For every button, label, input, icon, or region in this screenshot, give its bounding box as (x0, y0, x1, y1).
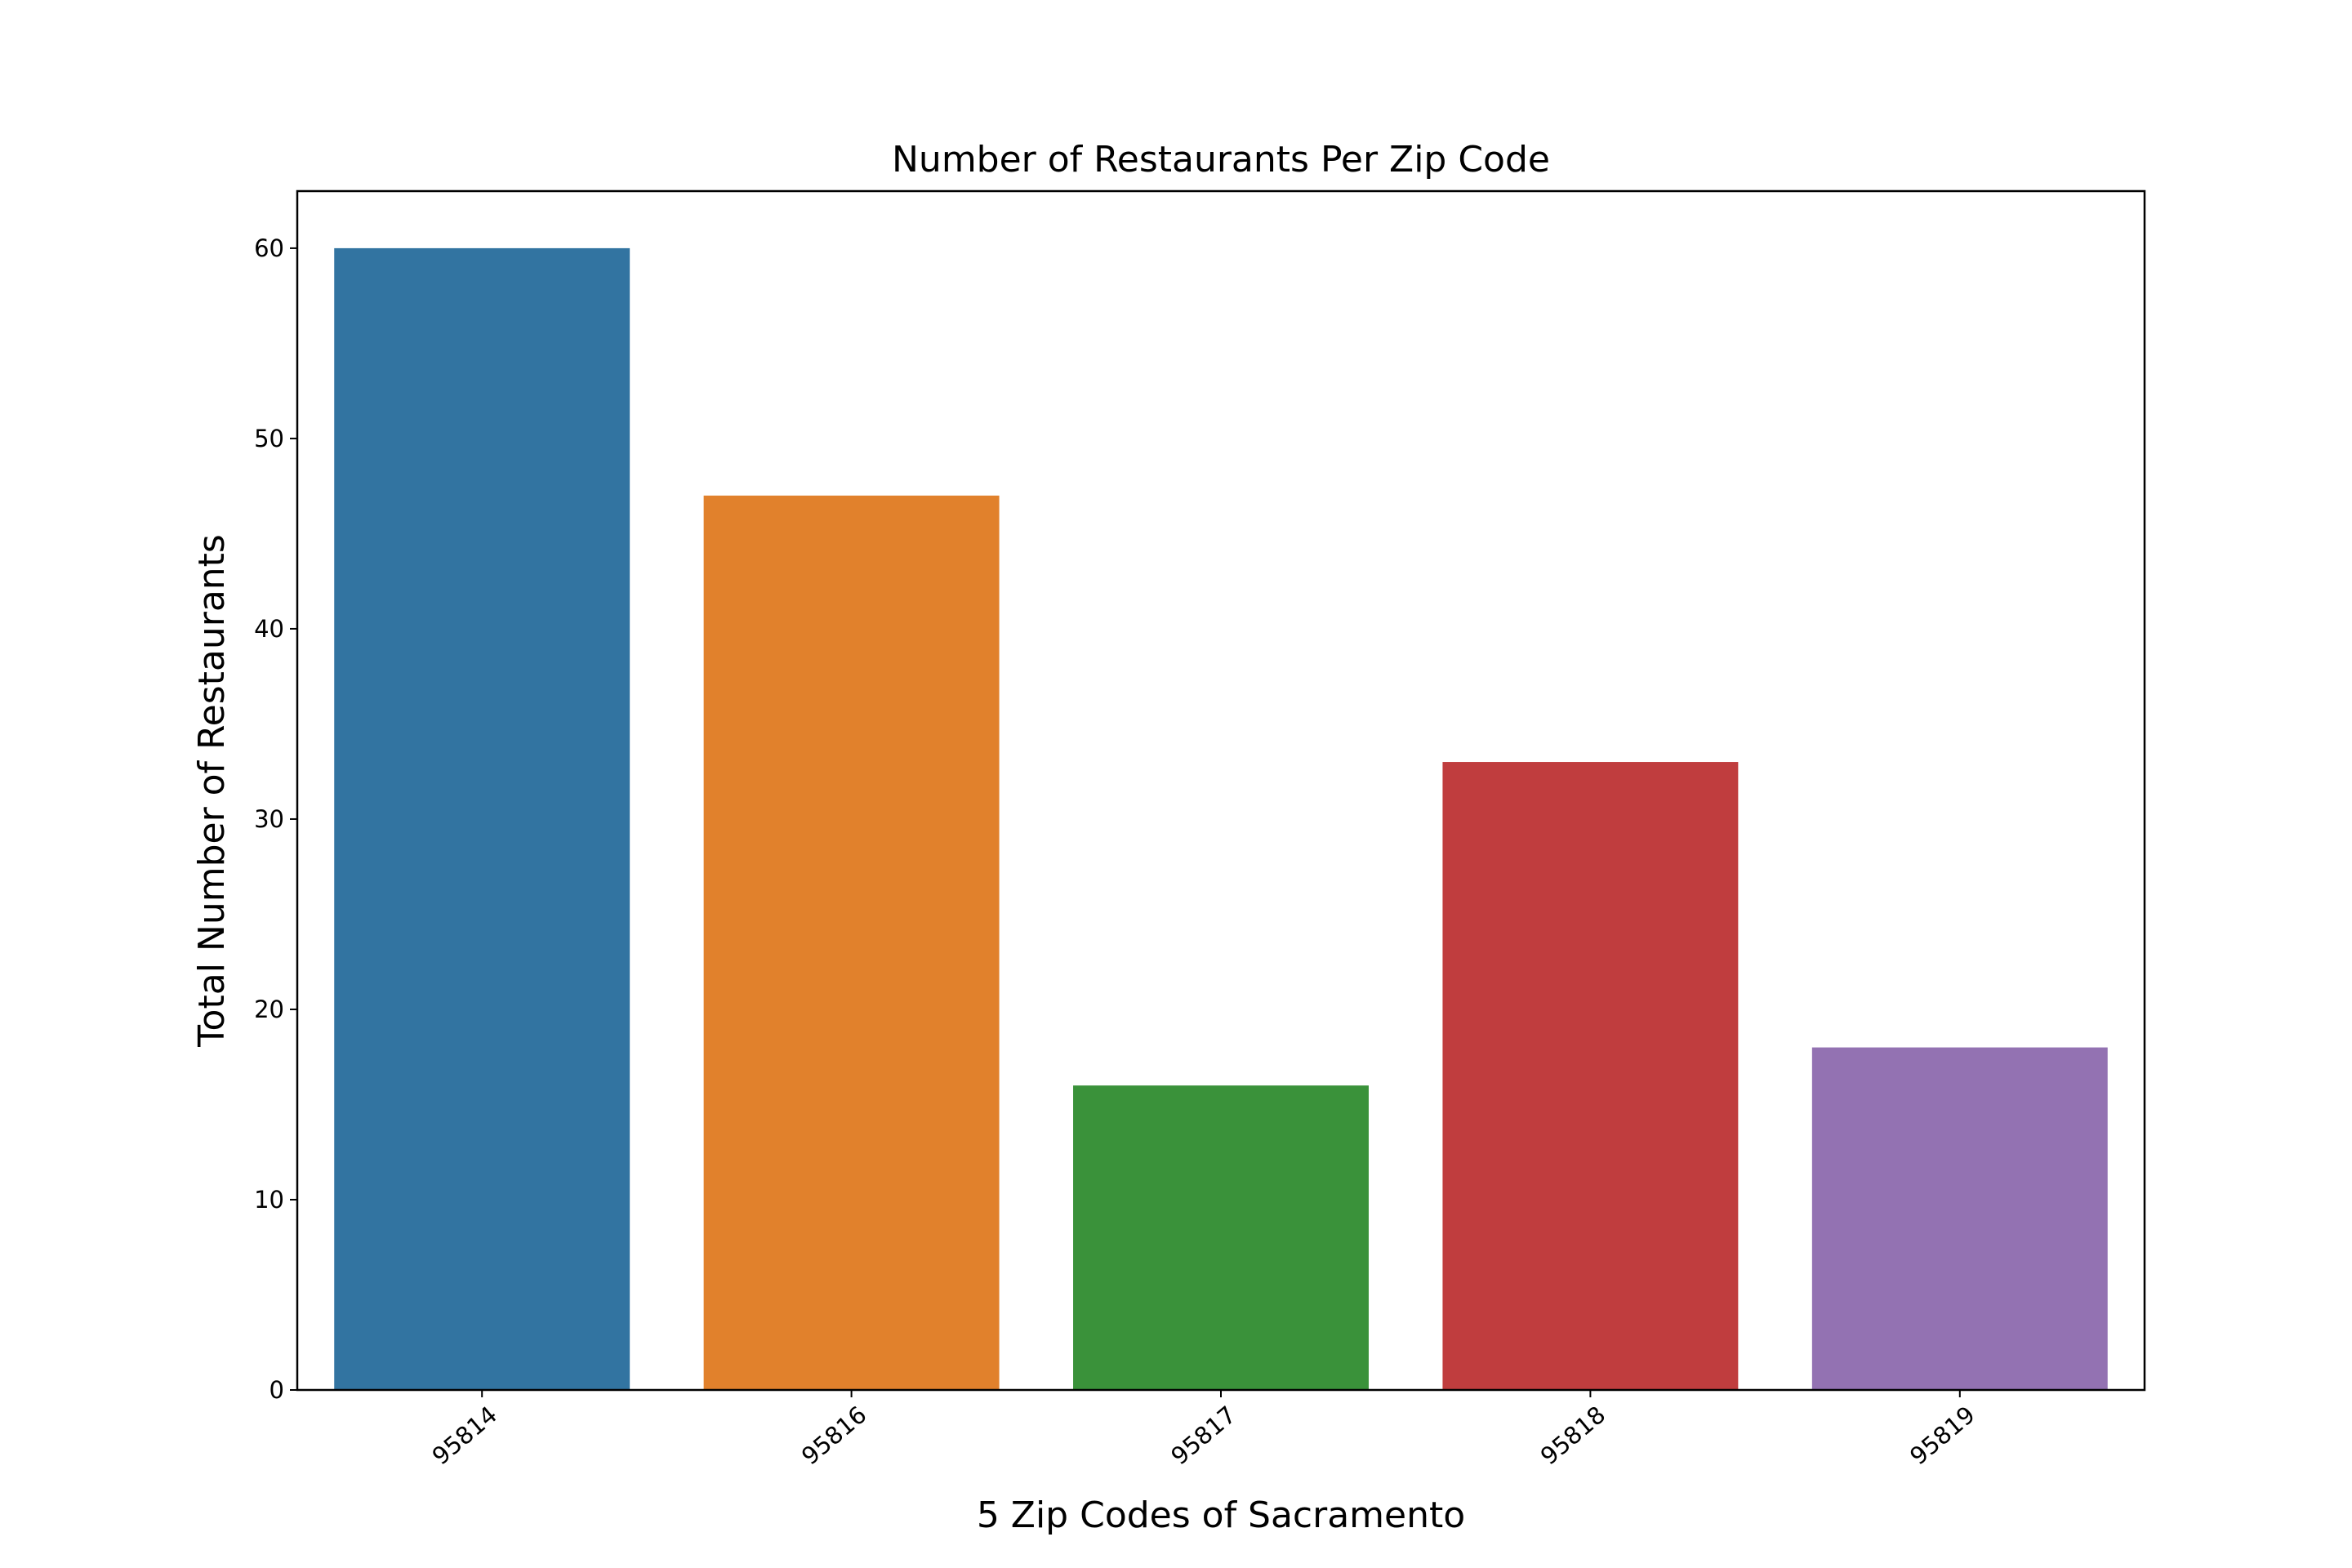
x-axis: 95814 95816 95817 95818 95819 (427, 1390, 1980, 1470)
y-tick-label: 40 (254, 615, 284, 643)
y-tick-label: 10 (254, 1186, 284, 1214)
bar-95814 (334, 247, 630, 1390)
bars-layer (334, 247, 2108, 1390)
y-tick-label: 50 (254, 425, 284, 452)
y-axis-label: Total Number of Restaurants (191, 534, 233, 1048)
y-tick-label: 30 (254, 805, 284, 833)
bar-95817 (1073, 1085, 1369, 1390)
y-axis: 0 10 20 30 40 50 60 (254, 234, 297, 1404)
y-tick-label: 0 (270, 1376, 284, 1404)
x-tick-label: 95817 (1165, 1401, 1241, 1470)
x-tick-label: 95814 (427, 1401, 503, 1470)
x-tick-label: 95816 (796, 1401, 872, 1470)
y-tick-label: 60 (254, 234, 284, 262)
x-tick-label: 95819 (1904, 1401, 1980, 1470)
x-axis-label: 5 Zip Codes of Sacramento (977, 1494, 1465, 1536)
chart-title: Number of Restaurants Per Zip Code (892, 139, 1550, 180)
bar-95816 (703, 495, 1000, 1390)
y-tick-label: 20 (254, 996, 284, 1023)
x-tick-label: 95818 (1535, 1401, 1611, 1470)
bar-95818 (1442, 762, 1739, 1390)
bar-95819 (1811, 1047, 2108, 1390)
